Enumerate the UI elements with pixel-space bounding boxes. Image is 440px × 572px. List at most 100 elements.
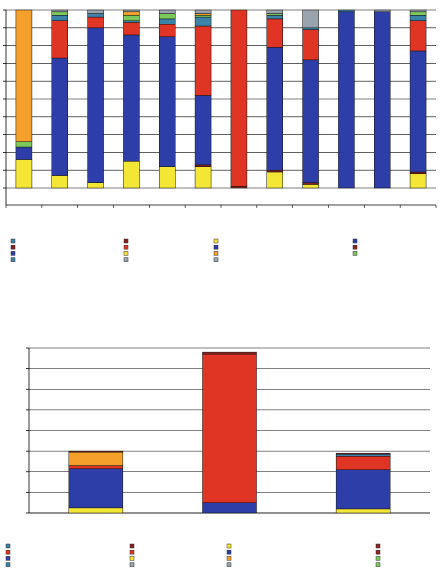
bar-segment bbox=[159, 23, 176, 37]
legend-swatch bbox=[123, 238, 129, 244]
bar-segment bbox=[335, 456, 391, 470]
bar-segment bbox=[266, 47, 283, 171]
bar-segment bbox=[302, 182, 319, 185]
legend-swatch bbox=[5, 562, 11, 567]
bar-segment bbox=[194, 9, 212, 14]
bar-segment bbox=[335, 469, 391, 510]
bar-segment bbox=[51, 9, 68, 13]
bar-segment bbox=[123, 20, 140, 23]
bar-segment bbox=[409, 15, 427, 21]
bar-segment bbox=[159, 18, 176, 25]
bar-segment bbox=[68, 465, 124, 469]
legend-swatch bbox=[129, 543, 135, 549]
bar-segment bbox=[15, 146, 33, 160]
bar-segment bbox=[194, 15, 212, 18]
bar-segment bbox=[51, 175, 68, 189]
bar-segment bbox=[194, 16, 212, 27]
legend-2 bbox=[5, 543, 381, 567]
legend-swatch bbox=[226, 556, 232, 561]
legend-swatch bbox=[352, 251, 358, 256]
bar-segment bbox=[335, 452, 391, 455]
legend-swatch bbox=[375, 549, 381, 555]
bar-segment bbox=[87, 182, 104, 189]
legend-swatch bbox=[10, 257, 16, 262]
bar-segment bbox=[374, 11, 391, 189]
legend-swatch bbox=[352, 244, 358, 250]
bar-segment bbox=[230, 9, 248, 187]
bar-segment bbox=[302, 29, 319, 61]
bar-segment bbox=[68, 451, 124, 466]
legend-swatch bbox=[5, 556, 11, 561]
bar-segment bbox=[87, 27, 104, 183]
bar-segment bbox=[266, 15, 283, 20]
legend-swatch bbox=[375, 562, 381, 567]
bar-segment bbox=[409, 50, 427, 173]
bar-segment bbox=[51, 57, 68, 176]
legend-swatch bbox=[5, 543, 11, 549]
bar-segment bbox=[202, 353, 257, 503]
bar-segment bbox=[87, 9, 104, 14]
bar-segment bbox=[68, 507, 124, 514]
bar-segment bbox=[123, 9, 140, 13]
bar-segment bbox=[338, 11, 355, 189]
bar-segment bbox=[409, 173, 427, 189]
legend-swatch bbox=[123, 251, 129, 256]
legend-swatch bbox=[213, 244, 219, 250]
legend-1 bbox=[10, 238, 358, 262]
bar-segment bbox=[159, 36, 176, 167]
bar-segment bbox=[15, 9, 33, 142]
bar-segment bbox=[51, 11, 68, 16]
legend-swatch bbox=[129, 562, 135, 567]
legend-swatch bbox=[375, 556, 381, 561]
bar-segment bbox=[194, 164, 212, 167]
bar-segment bbox=[68, 450, 124, 453]
bar-segment bbox=[51, 15, 68, 21]
bar-segment bbox=[194, 13, 212, 16]
bar-segment bbox=[123, 15, 140, 21]
bar-segment bbox=[266, 169, 283, 173]
bar-segment bbox=[409, 171, 427, 175]
bar-segment bbox=[51, 20, 68, 59]
bar-segment bbox=[202, 351, 257, 355]
legend-swatch bbox=[213, 238, 219, 244]
bar-segment bbox=[338, 9, 355, 13]
legend-swatch bbox=[5, 549, 11, 555]
legend-swatch bbox=[226, 549, 232, 555]
legend-swatch bbox=[123, 244, 129, 250]
bar-segment bbox=[123, 161, 140, 189]
legend-swatch bbox=[10, 251, 16, 256]
bar-segment bbox=[409, 11, 427, 16]
bar-segment bbox=[409, 9, 427, 13]
bar-segment bbox=[266, 171, 283, 189]
bar-segment bbox=[159, 166, 176, 189]
legend-swatch bbox=[226, 543, 232, 549]
bar-segment bbox=[302, 27, 319, 30]
legend-swatch bbox=[213, 257, 219, 262]
bar-segment bbox=[123, 11, 140, 16]
bar-segment bbox=[87, 13, 104, 18]
bar-segment bbox=[374, 9, 391, 13]
bar-segment bbox=[15, 141, 33, 148]
legend-swatch bbox=[375, 543, 381, 549]
bar-segment bbox=[194, 25, 212, 96]
legend-swatch bbox=[10, 244, 16, 250]
legend-swatch bbox=[213, 251, 219, 256]
legend-swatch bbox=[129, 556, 135, 561]
chart-2 bbox=[26, 347, 430, 514]
bar-segment bbox=[409, 20, 427, 52]
bar-segment bbox=[266, 9, 283, 14]
bar-segment bbox=[335, 508, 391, 514]
bar-segment bbox=[68, 468, 124, 509]
bar-segment bbox=[123, 22, 140, 36]
legend-swatch bbox=[123, 257, 129, 262]
chart-1 bbox=[3, 9, 437, 208]
bar-segment bbox=[194, 95, 212, 166]
bar-segment bbox=[159, 9, 176, 14]
legend-swatch bbox=[226, 562, 232, 567]
bar-segment bbox=[230, 185, 248, 189]
bar-segment bbox=[266, 18, 283, 48]
legend-swatch bbox=[129, 549, 135, 555]
bar-segment bbox=[266, 13, 283, 16]
bar-segment bbox=[335, 453, 391, 457]
